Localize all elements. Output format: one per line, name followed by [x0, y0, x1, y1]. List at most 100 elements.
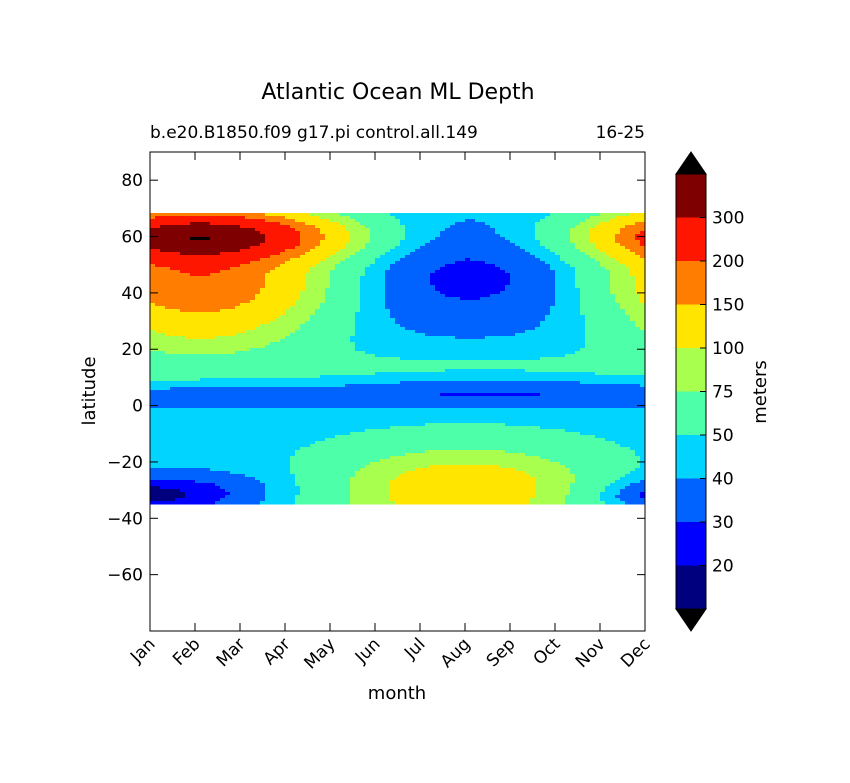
contour-cell: [495, 240, 501, 244]
contour-cell: [285, 225, 291, 229]
contour-cell: [380, 276, 386, 280]
contour-cell: [605, 336, 611, 340]
contour-cell: [155, 318, 161, 322]
contour-cell: [400, 261, 406, 265]
contour-cell: [390, 348, 396, 352]
contour-cell: [300, 282, 306, 286]
contour-cell: [285, 345, 291, 349]
contour-cell: [495, 312, 501, 316]
contour-cell: [440, 339, 446, 343]
contour-cell: [590, 342, 596, 346]
contour-cell: [420, 342, 426, 346]
contour-cell: [295, 297, 301, 301]
contour-cell: [345, 234, 351, 238]
contour-cell: [600, 294, 606, 298]
contour-cell: [425, 324, 431, 328]
contour-cell: [260, 309, 266, 313]
contour-cell: [500, 336, 506, 340]
contour-cell: [560, 225, 566, 229]
contour-cell: [165, 243, 171, 247]
contour-cell: [310, 363, 316, 367]
contour-cell: [635, 354, 641, 358]
contour-cell: [190, 339, 196, 343]
contour-cell: [420, 330, 426, 334]
contour-cell: [350, 315, 356, 319]
contour-cell: [365, 264, 371, 268]
contour-cell: [210, 228, 216, 232]
contour-cell: [580, 285, 586, 289]
contour-cell: [470, 273, 476, 277]
contour-cell: [465, 237, 471, 241]
contour-cell: [495, 270, 501, 274]
contour-cell: [630, 312, 636, 316]
contour-cell: [205, 276, 211, 280]
contour-cell: [390, 312, 396, 316]
contour-cell: [375, 324, 381, 328]
contour-cell: [325, 315, 331, 319]
contour-cell: [615, 225, 621, 229]
contour-cell: [190, 345, 196, 349]
contour-cell: [515, 252, 521, 256]
contour-cell: [425, 240, 431, 244]
contour-cell: [340, 297, 346, 301]
contour-cell: [315, 297, 321, 301]
contour-cell: [175, 363, 181, 367]
contour-cell: [440, 240, 446, 244]
contour-cell: [560, 291, 566, 295]
contour-cell: [320, 354, 326, 358]
contour-cell: [620, 243, 626, 247]
contour-cell: [285, 285, 291, 289]
contour-cell: [295, 309, 301, 313]
contour-cell: [310, 258, 316, 262]
contour-cell: [395, 309, 401, 313]
contour-cell: [360, 309, 366, 313]
contour-cell: [395, 342, 401, 346]
contour-cell: [475, 354, 481, 358]
contour-cell: [420, 351, 426, 355]
contour-cell: [160, 294, 166, 298]
contour-cell: [255, 219, 261, 223]
contour-cell: [530, 339, 536, 343]
contour-cell: [575, 240, 581, 244]
contour-cell: [300, 333, 306, 337]
contour-cell: [535, 276, 541, 280]
contour-cell: [155, 339, 161, 343]
contour-cell: [490, 243, 496, 247]
contour-cell: [440, 288, 446, 292]
contour-cell: [585, 300, 591, 304]
contour-cell: [285, 237, 291, 241]
contour-cell: [270, 261, 276, 265]
contour-cell: [605, 339, 611, 343]
contour-cell: [455, 321, 461, 325]
contour-cell: [620, 357, 626, 361]
contour-cell: [255, 270, 261, 274]
contour-cell: [480, 300, 486, 304]
contour-cell: [305, 342, 311, 346]
contour-cell: [250, 270, 256, 274]
contour-cell: [635, 282, 641, 286]
contour-cell: [620, 330, 626, 334]
contour-cell: [465, 357, 471, 361]
contour-cell: [450, 249, 456, 253]
contour-cell: [615, 240, 621, 244]
contour-cell: [370, 315, 376, 319]
contour-cell: [600, 351, 606, 355]
contour-cell: [415, 294, 421, 298]
contour-cell: [285, 321, 291, 325]
contour-cell: [550, 345, 556, 349]
contour-cell: [440, 351, 446, 355]
contour-cell: [230, 306, 236, 310]
contour-cell: [175, 321, 181, 325]
contour-cell: [475, 312, 481, 316]
contour-cell: [310, 324, 316, 328]
contour-cell: [170, 285, 176, 289]
contour-cell: [580, 219, 586, 223]
contour-cell: [325, 300, 331, 304]
contour-cell: [480, 327, 486, 331]
contour-cell: [580, 216, 586, 220]
contour-cell: [160, 228, 166, 232]
contour-cell: [615, 309, 621, 313]
contour-cell: [600, 321, 606, 325]
contour-cell: [245, 312, 251, 316]
contour-cell: [330, 270, 336, 274]
